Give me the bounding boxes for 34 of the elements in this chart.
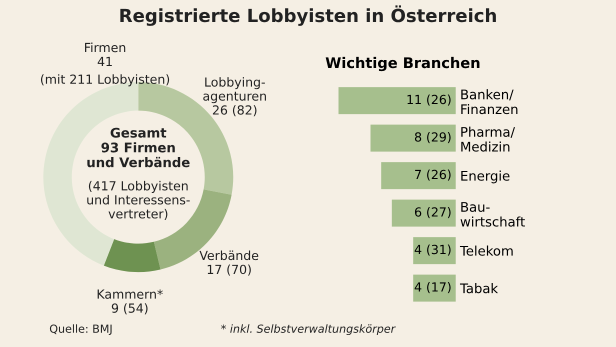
y-tick-label: Pharma/ Medizin [461,126,515,152]
data-label: 4 (17) [414,282,451,294]
y-tick-label: Banken/ Finanzen [461,89,518,114]
y-tick-label: Energie [461,170,510,184]
data-label: 9 (54) [112,303,148,314]
data-label: 26 (82) [212,105,256,116]
data-label: 17 (70) [208,264,251,276]
data-label: 4 (31) [414,244,451,256]
text: Registrierte Lobbyisten in Österreich [120,5,496,26]
text: Gesamt 93 Firmen und Verbände [87,128,190,168]
y-tick-label: Telekom [460,246,513,256]
bar [370,124,456,152]
slice-label: Kammern* [98,289,163,299]
text: (417 Lobbyisten und Interessens- vertreter) [87,180,190,220]
data-label: 8 (29) [414,132,451,144]
bar [381,162,456,190]
y-tick-label: Bau- wirtschaft [460,202,525,227]
bar [413,237,456,264]
y-tick-label: Tabak [460,283,498,294]
text: (mit 211 Lobbyisten) [40,74,170,86]
data-label: 7 (26) [415,170,451,181]
data-label: 6 (27) [414,207,451,218]
donut-slice [104,239,161,272]
source-note: Quelle: BMJ [50,324,112,335]
data-label: 41 [98,56,112,66]
bar [392,200,456,227]
slice-label: Firmen [85,42,126,52]
chart-title: Wichtige Branchen [326,56,480,72]
bar [338,87,456,114]
data-label: 11 (26) [408,94,451,106]
bar [413,274,456,302]
slice-label: Verbände [199,250,258,260]
slice-label: Lobbying- agenturen [203,77,266,104]
text: * inkl. Selbstverwaltungskörper [221,324,396,336]
